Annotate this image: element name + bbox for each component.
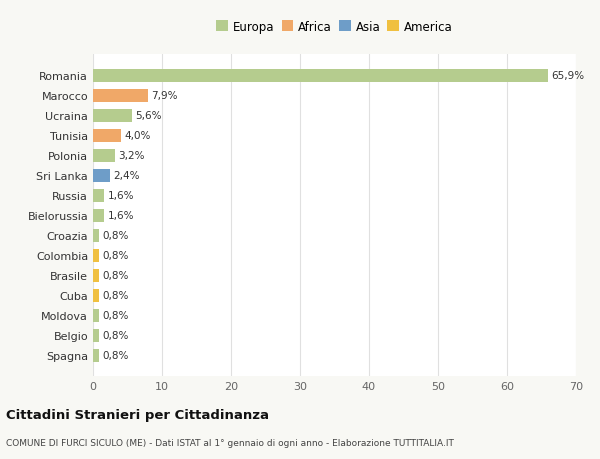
- Bar: [93, 90, 148, 102]
- Text: 1,6%: 1,6%: [107, 211, 134, 221]
- Text: 0,8%: 0,8%: [102, 291, 128, 301]
- Text: 3,2%: 3,2%: [119, 151, 145, 161]
- Text: 7,9%: 7,9%: [151, 91, 178, 101]
- Text: 0,8%: 0,8%: [102, 350, 128, 360]
- Bar: [93, 189, 104, 202]
- Text: 0,8%: 0,8%: [102, 231, 128, 241]
- Text: 4,0%: 4,0%: [124, 131, 151, 141]
- Bar: [93, 289, 98, 302]
- Text: Cittadini Stranieri per Cittadinanza: Cittadini Stranieri per Cittadinanza: [6, 408, 269, 421]
- Legend: Europa, Africa, Asia, America: Europa, Africa, Asia, America: [212, 16, 457, 39]
- Text: 0,8%: 0,8%: [102, 310, 128, 320]
- Text: 65,9%: 65,9%: [551, 71, 584, 81]
- Text: COMUNE DI FURCI SICULO (ME) - Dati ISTAT al 1° gennaio di ogni anno - Elaborazio: COMUNE DI FURCI SICULO (ME) - Dati ISTAT…: [6, 438, 454, 447]
- Bar: [93, 309, 98, 322]
- Text: 0,8%: 0,8%: [102, 270, 128, 280]
- Text: 5,6%: 5,6%: [135, 111, 161, 121]
- Text: 2,4%: 2,4%: [113, 171, 140, 181]
- Text: 0,8%: 0,8%: [102, 330, 128, 340]
- Bar: [93, 209, 104, 222]
- Bar: [93, 169, 110, 182]
- Bar: [93, 129, 121, 142]
- Text: 1,6%: 1,6%: [107, 191, 134, 201]
- Bar: [93, 249, 98, 262]
- Bar: [93, 349, 98, 362]
- Bar: [93, 229, 98, 242]
- Bar: [93, 329, 98, 342]
- Bar: [93, 110, 131, 123]
- Bar: [93, 150, 115, 162]
- Bar: [93, 70, 548, 83]
- Text: 0,8%: 0,8%: [102, 251, 128, 261]
- Bar: [93, 269, 98, 282]
